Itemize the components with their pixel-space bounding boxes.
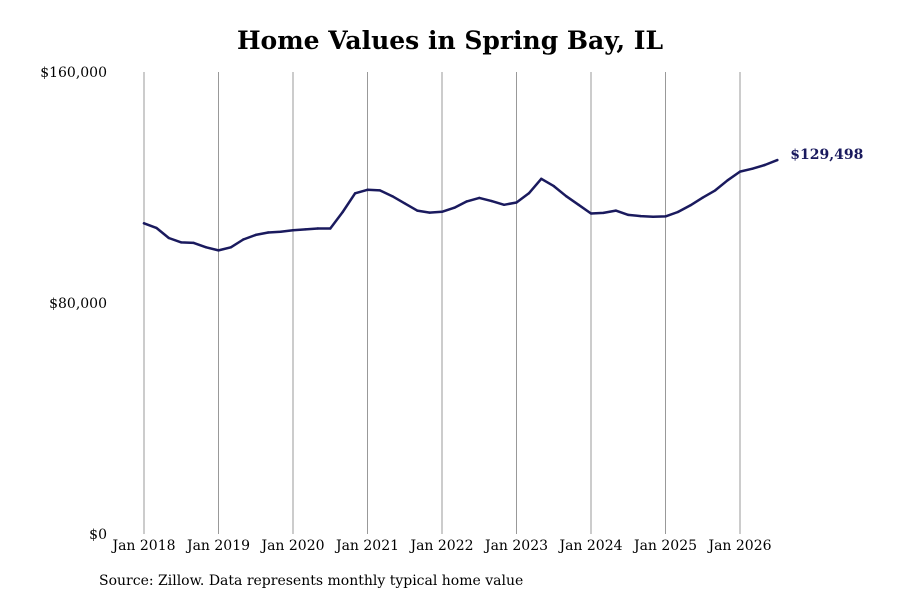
data-point (639, 214, 642, 218)
x-tick-label: Jan 2020 (259, 538, 324, 554)
data-point (540, 177, 543, 180)
data-point (776, 158, 779, 162)
gridlines (143, 72, 741, 534)
data-point (167, 236, 170, 240)
data-point (242, 238, 245, 241)
data-point (329, 227, 332, 230)
axis-labels: Jan 2018 Jan 2019 Jan 2020 Jan 2021 Jan 2022… (40, 65, 771, 554)
x-tick-label: Jan 2018 (110, 538, 175, 554)
y-tick-label: $80,000 (49, 296, 107, 312)
data-point (416, 209, 419, 212)
data-point (217, 249, 220, 252)
data-point (502, 203, 506, 206)
data-point (428, 211, 431, 214)
data-point (366, 188, 369, 191)
data-point (291, 229, 295, 232)
data-point (714, 189, 717, 192)
data-point (589, 212, 593, 215)
data-point (527, 192, 531, 195)
data-point (478, 196, 481, 200)
series-layer: $129,498 (142, 147, 863, 252)
data-point (577, 203, 580, 206)
data-point (565, 195, 568, 198)
data-point (180, 241, 183, 244)
data-point (465, 200, 468, 203)
x-tick-label: Jan 2026 (706, 538, 771, 554)
x-tick-label: Jan 2022 (408, 538, 473, 554)
data-point (552, 184, 555, 188)
data-point (440, 210, 444, 213)
data-point (664, 215, 667, 218)
x-tick-label: Jan 2023 (483, 538, 548, 554)
data-point (614, 209, 617, 212)
data-point (403, 202, 406, 205)
data-point (229, 246, 233, 249)
data-point (279, 230, 282, 233)
end-value-label: $129,498 (790, 147, 863, 163)
data-point (353, 192, 357, 195)
series-line (142, 158, 779, 252)
data-point (204, 246, 208, 249)
y-tick-label: $160,000 (40, 65, 107, 81)
data-point (316, 227, 319, 230)
y-tick-label: $0 (89, 527, 107, 543)
x-tick-label: Jan 2024 (557, 538, 622, 554)
data-point (192, 241, 195, 245)
x-tick-label: Jan 2025 (632, 538, 697, 554)
data-point (254, 233, 257, 237)
data-point (689, 204, 692, 207)
data-point (490, 199, 493, 203)
data-point (701, 196, 704, 199)
data-point (651, 215, 655, 218)
chart-title: Home Values in Spring Bay, IL (236, 26, 664, 55)
x-tick-label: Jan 2019 (185, 538, 250, 554)
data-point (602, 211, 605, 215)
data-point (391, 195, 394, 198)
data-point (155, 226, 158, 230)
data-point (738, 170, 742, 173)
data-point (751, 167, 754, 170)
data-point (267, 231, 270, 234)
data-point (378, 189, 382, 192)
data-point (304, 228, 307, 231)
x-tick-label: Jan 2021 (334, 538, 399, 554)
data-point (341, 210, 344, 214)
data-point (142, 222, 146, 225)
data-point (515, 201, 518, 204)
data-point (627, 213, 630, 217)
data-point (726, 179, 729, 182)
data-point (676, 210, 680, 214)
source-note: Source: Zillow. Data represents monthly … (99, 573, 524, 589)
data-point (453, 206, 456, 209)
data-point (763, 163, 766, 167)
